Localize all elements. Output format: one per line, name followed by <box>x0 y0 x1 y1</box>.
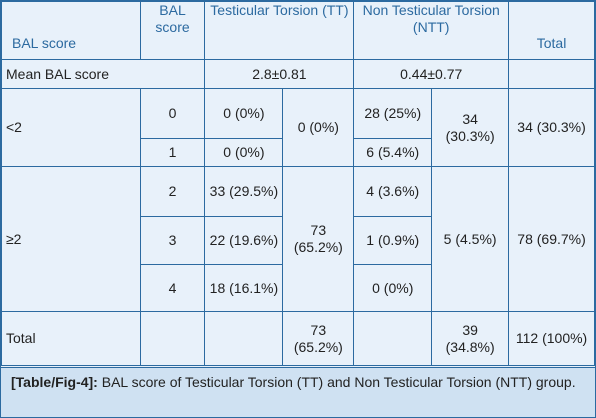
score-cell: 4 <box>139 264 206 312</box>
ntt-cell: 0 (0%) <box>353 264 433 312</box>
mean-total-empty <box>508 59 595 89</box>
table-row: ≥2 2 33 (29.5%) 73 (65.2%) 4 (3.6%) 5 (4… <box>1 166 595 312</box>
group-lt2-total: 34 (30.3%) <box>508 88 595 167</box>
caption-text: BAL score of Testicular Torsion (TT) and… <box>97 374 576 390</box>
ntt-cell: 28 (25%) <box>353 88 433 139</box>
group-lt2-ntt-total: 34 (30.3%) <box>431 88 510 167</box>
tt-cell: 22 (19.6%) <box>204 216 284 265</box>
group-ge2-tt-total: 73 (65.2%) <box>282 166 355 312</box>
mean-tt: 2.8±0.81 <box>204 59 355 89</box>
header-bal-score-sub: BAL score <box>139 1 206 60</box>
group-ge2-total: 78 (69.7%) <box>508 166 595 312</box>
header-row: BAL score BAL score Testicular Torsion (… <box>1 1 595 60</box>
score-cell: 3 <box>139 216 206 265</box>
table-caption: [Table/Fig-4]: BAL score of Testicular T… <box>1 367 595 417</box>
group-lt2-label: <2 <box>1 88 141 167</box>
total-all: 112 (100%) <box>508 311 595 366</box>
ntt-cell: 6 (5.4%) <box>353 138 433 167</box>
table-row: <2 0 0 (0%) 0 (0%) 28 (25%) 34 (30.3%) 3… <box>1 88 595 167</box>
ntt-cell: 4 (3.6%) <box>353 166 433 217</box>
empty-cell <box>353 311 433 366</box>
header-tt: Testicular Torsion (TT) <box>204 1 355 60</box>
group-lt2-tt-total: 0 (0%) <box>282 88 355 167</box>
mean-label: Mean BAL score <box>0 59 206 89</box>
table-row: 3 22 (19.6%) 1 (0.9%) <box>2 216 595 265</box>
ntt-cell: 1 (0.9%) <box>353 216 433 265</box>
score-cell: 2 <box>139 166 206 217</box>
mean-ntt: 0.44±0.77 <box>353 59 510 89</box>
tt-cell: 33 (29.5%) <box>204 166 284 217</box>
tt-cell: 18 (16.1%) <box>204 264 284 312</box>
table-row: 1 0 (0%) 6 (5.4%) <box>2 138 595 167</box>
score-cell: 0 <box>139 88 206 139</box>
total-ntt: 39 (34.8%) <box>431 311 510 366</box>
tt-cell: 0 (0%) <box>204 88 284 139</box>
empty-cell <box>204 311 284 366</box>
score-cell: 1 <box>139 138 206 167</box>
header-bal-score: BAL score <box>1 1 141 60</box>
tt-cell: 0 (0%) <box>204 138 284 167</box>
caption-ref: [Table/Fig-4]: <box>11 374 98 390</box>
group-ge2-ntt-total: 5 (4.5%) <box>431 166 510 312</box>
group-ge2-label: ≥2 <box>1 166 141 312</box>
table-row-mean: Mean BAL score 2.8±0.81 0.44±0.77 <box>0 59 595 89</box>
header-ntt: Non Testicular Torsion (NTT) <box>353 1 510 60</box>
bal-score-table: BAL score BAL score Testicular Torsion (… <box>0 1 595 366</box>
empty-cell <box>139 311 206 366</box>
total-label: Total <box>1 311 141 366</box>
header-total: Total <box>508 1 595 60</box>
total-tt: 73 (65.2%) <box>282 311 355 366</box>
table-row-total: Total 73 (65.2%) 39 (34.8%) 112 (100%) <box>1 311 595 366</box>
